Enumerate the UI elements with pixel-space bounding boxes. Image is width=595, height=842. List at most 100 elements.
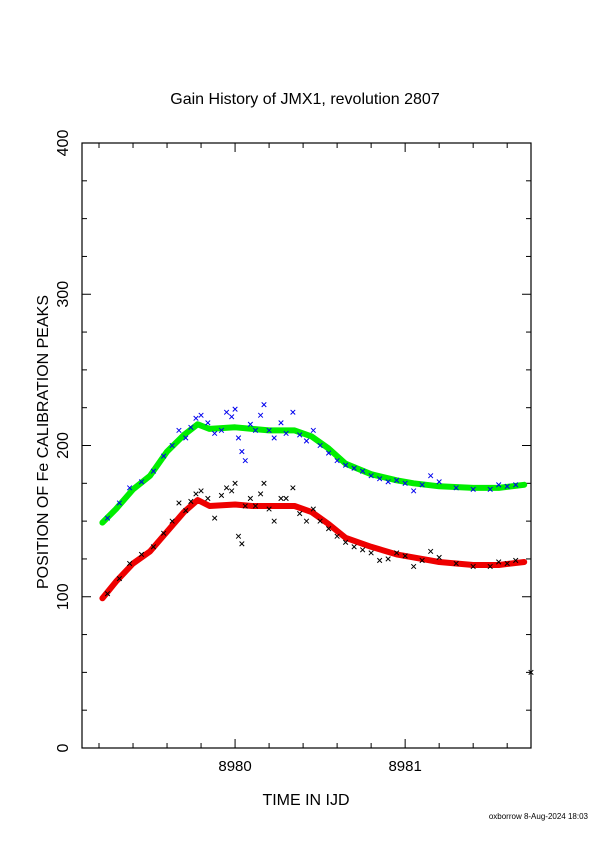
- data-point: [453, 560, 459, 567]
- data-point: [303, 518, 310, 524]
- y-tick-label: 300: [55, 281, 72, 308]
- data-point: [283, 495, 289, 502]
- data-point: [235, 435, 242, 441]
- data-point: [138, 551, 145, 558]
- data-point: [470, 486, 476, 493]
- data-point: [334, 457, 340, 464]
- data-point: [247, 495, 254, 502]
- data-point: [126, 560, 133, 567]
- data-point: [393, 477, 400, 483]
- data-point: [232, 480, 238, 486]
- data-point: [212, 430, 218, 437]
- data-point: [487, 486, 493, 493]
- data-point: [271, 435, 277, 441]
- data-point: [368, 550, 374, 556]
- data-point: [169, 442, 175, 449]
- data-point: [223, 409, 230, 415]
- data-point: [150, 468, 157, 474]
- data-point: [239, 541, 245, 547]
- data-point: [297, 510, 303, 517]
- data-point: [218, 492, 225, 499]
- data-point: [428, 548, 434, 555]
- x-tick-label: 8981: [388, 758, 421, 775]
- data-point: [104, 591, 111, 597]
- data-point: [242, 457, 248, 464]
- data-point: [104, 515, 111, 521]
- data-point: [150, 544, 157, 550]
- data-point: [266, 506, 272, 512]
- data-point: [283, 430, 289, 437]
- data-point: [126, 485, 133, 491]
- data-point: [368, 473, 374, 479]
- data-point: [116, 500, 123, 506]
- data-point: [317, 518, 323, 524]
- chart-title: Gain History of JMX1, revolution 2807: [170, 91, 440, 108]
- data-point: [528, 669, 534, 676]
- data-point: [160, 530, 167, 536]
- data-point: [188, 498, 194, 505]
- footer-credit: oxborrow 8-Aug-2024 18:03: [489, 812, 589, 821]
- data-point: [376, 476, 383, 482]
- data-point: [232, 406, 238, 412]
- data-point: [247, 421, 254, 427]
- y-tick-label: 200: [55, 432, 72, 459]
- data-point: [470, 563, 476, 570]
- data-point: [513, 557, 519, 564]
- data-point: [242, 503, 248, 509]
- y-tick-label: 100: [55, 583, 72, 610]
- data-point: [183, 507, 189, 514]
- data-point: [278, 495, 284, 502]
- data-point: [496, 559, 502, 565]
- data-point: [436, 554, 442, 561]
- data-point: [513, 482, 519, 488]
- data-point: [419, 482, 425, 488]
- data-point: [193, 491, 199, 497]
- data-point: [290, 485, 296, 491]
- data-point: [235, 533, 242, 539]
- plot-frame: [81, 142, 532, 749]
- data-point: [504, 560, 510, 567]
- data-point: [176, 427, 182, 434]
- data-point: [176, 500, 182, 506]
- data-point: [359, 468, 366, 474]
- y-tick-labels: 0 100 200 300 400: [55, 130, 72, 753]
- data-point: [342, 462, 349, 468]
- data-point: [252, 503, 259, 509]
- data-point: [257, 412, 264, 418]
- data-point: [342, 539, 349, 545]
- data-point: [223, 485, 230, 491]
- data-point: [310, 427, 316, 434]
- data-point: [252, 427, 259, 434]
- data-point: [169, 518, 175, 524]
- data-point: [504, 483, 510, 489]
- data-point: [487, 563, 493, 570]
- y-axis-label: POSITION OF Fe CALIBRATION PEAKS: [35, 295, 52, 589]
- axis-ticks: [82, 142, 531, 749]
- fit-line: [99, 497, 528, 602]
- data-point: [325, 526, 332, 532]
- data-point: [271, 518, 277, 524]
- data-point: [310, 506, 316, 512]
- y-tick-label: 0: [55, 743, 72, 752]
- fit-line: [99, 421, 528, 526]
- data-point: [419, 557, 425, 564]
- data-point: [428, 473, 434, 479]
- point-group: [104, 480, 534, 676]
- data-point: [303, 438, 310, 444]
- data-point: [183, 435, 189, 441]
- data-point: [325, 450, 332, 456]
- data-point: [116, 575, 123, 582]
- data-point: [453, 485, 459, 491]
- data-point: [266, 427, 272, 434]
- data-point: [385, 479, 391, 485]
- data-point: [160, 453, 167, 459]
- data-point: [376, 557, 383, 564]
- data-point: [334, 533, 340, 539]
- data-point: [261, 480, 267, 486]
- data-point: [496, 482, 502, 488]
- data-point: [198, 412, 204, 418]
- series-layer: [99, 402, 534, 676]
- data-point: [205, 420, 211, 426]
- data-point: [257, 491, 264, 497]
